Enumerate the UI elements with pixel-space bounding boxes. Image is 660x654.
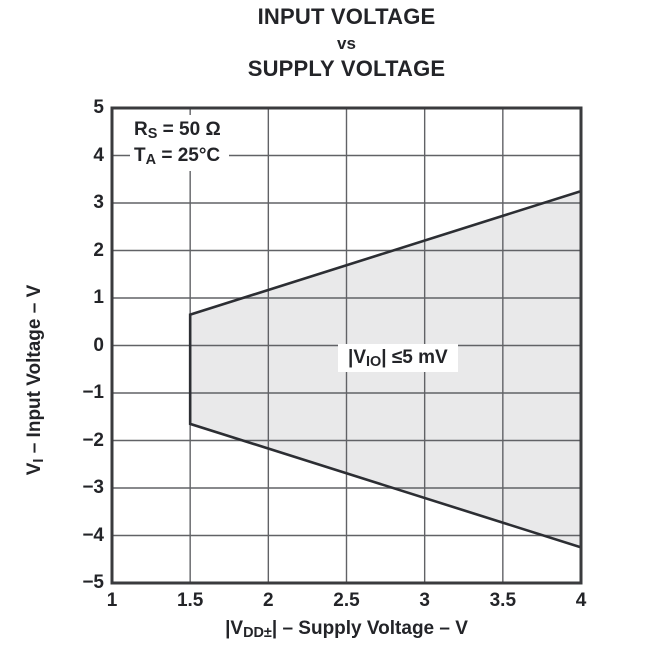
y-tick-label: 5 [93,97,104,118]
region-annotation-sub: IO [366,354,382,371]
condition-ta: TA = 25°C [134,143,221,169]
x-axis-title: |VDD±| – Supply Voltage – V [112,618,581,642]
y-tick-label: 1 [93,287,104,308]
y-tick-label: 0 [93,334,104,356]
x-tick-label: 3 [419,590,430,611]
condition-rs-rest: = 50 Ω [157,119,221,140]
condition-ta-sub: A [145,152,157,169]
condition-ta-base: T [134,145,146,166]
x-tick-label: 1.5 [176,590,204,611]
condition-rs-base: R [134,119,148,140]
plot-frame [110,106,583,585]
test-conditions: RS = 50 Ω TA = 25°C [130,115,229,171]
x-tick-label: 1 [106,590,118,611]
y-axis-title: VI – Input Voltage – V [24,284,48,476]
y-tick-label: −3 [82,477,104,498]
y-axis-title-sub: I [31,458,48,463]
chart-title: INPUT VOLTAGE vs SUPPLY VOLTAGE [112,6,581,80]
y-tick-label: 2 [93,239,104,261]
y-axis-title-p1: V [24,462,45,476]
x-axis-title-p1: |V [225,618,244,639]
y-tick-label: −2 [82,429,104,451]
chart-title-line3: SUPPLY VOLTAGE [247,56,446,81]
condition-rs-sub: S [147,126,158,143]
y-tick-label: 4 [93,144,104,166]
x-axis-title-p2: | – Supply Voltage – V [271,618,468,639]
y-axis-title-p2: – Input Voltage – V [24,284,45,459]
chart-title-line2: vs [337,34,356,53]
y-tick-label: 3 [93,192,104,213]
chart-title-line1: INPUT VOLTAGE [257,4,436,29]
y-tick-label: −4 [82,524,104,546]
region-annotation-p1: |V [348,347,366,368]
x-tick-label: 4 [575,590,587,611]
y-tick-label: −1 [82,382,104,403]
x-tick-label: 2.5 [333,590,360,611]
condition-ta-rest: = 25°C [156,145,221,166]
region-annotation-p2: | ≤5 mV [381,347,448,368]
x-axis-title-sub: DD± [243,625,272,642]
x-tick-label: 3.5 [489,590,517,611]
region-annotation: |VIO| ≤5 mV [338,344,458,372]
x-tick-label: 2 [263,590,274,611]
y-tick-label: −5 [82,572,104,593]
condition-rs: RS = 50 Ω [134,117,221,143]
